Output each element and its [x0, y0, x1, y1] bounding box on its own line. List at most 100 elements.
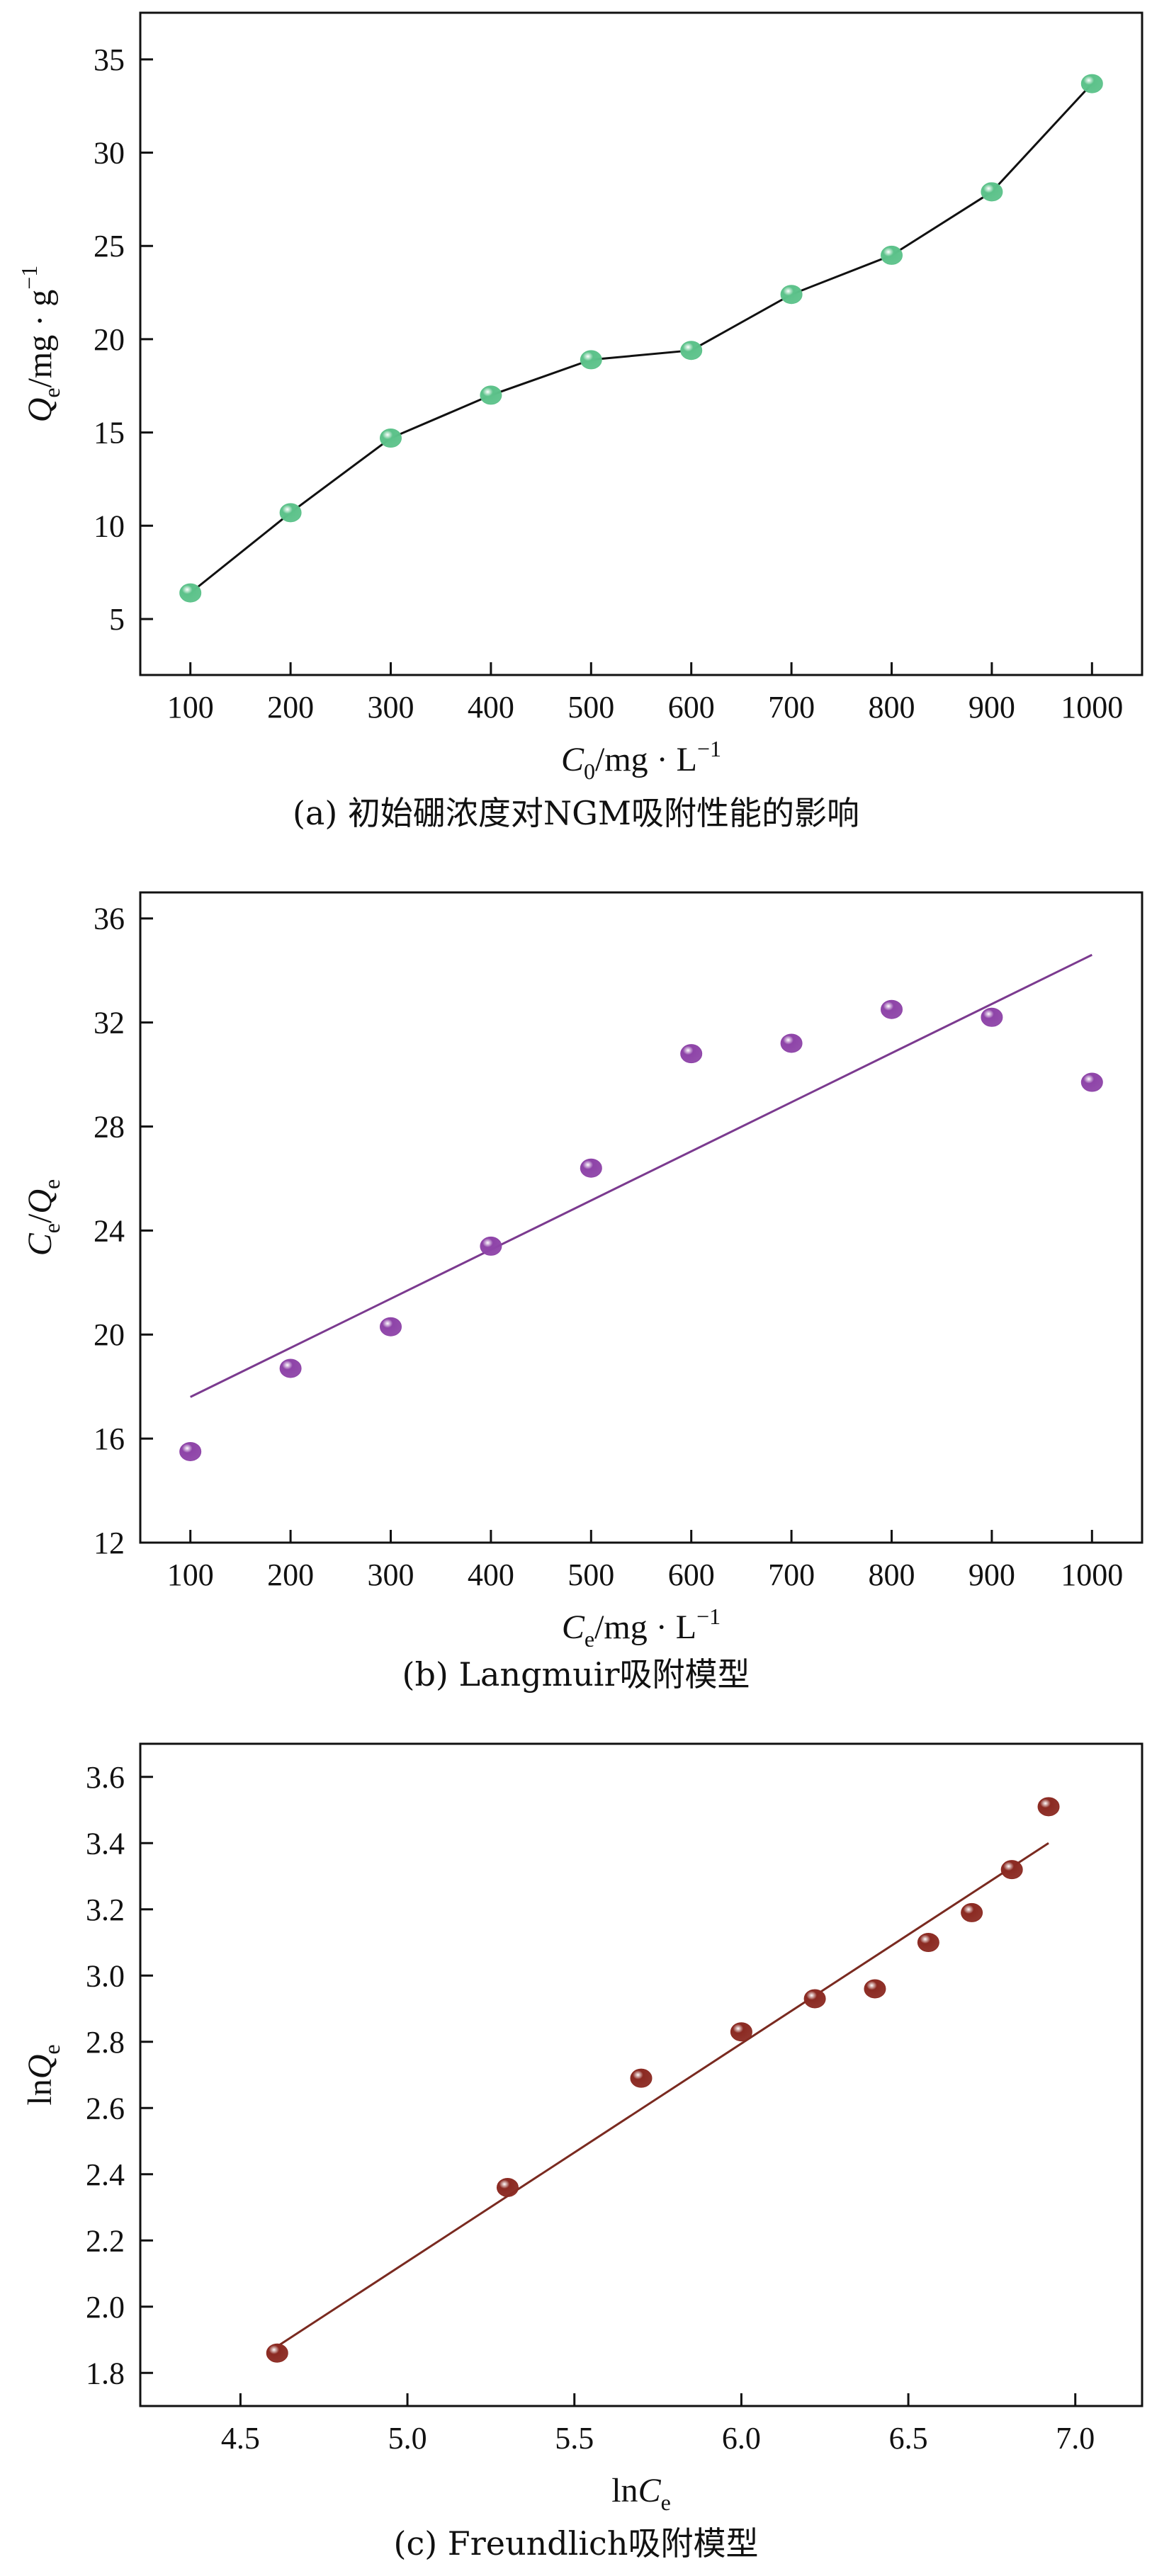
plot-frame — [139, 891, 1143, 1544]
chart-panel-a: 100 200 300 400 500 600 700 800 900 1000 5 10 15 20 25… — [0, 0, 1152, 864]
x-tick-label: 700 — [768, 690, 815, 725]
y-tick-label: 28 — [94, 1109, 125, 1144]
data-point — [730, 2022, 752, 2042]
data-point — [680, 1044, 703, 1064]
y-axis-title: Ce/Qe — [21, 1179, 64, 1256]
x-tick-label: 900 — [969, 1557, 1015, 1592]
y-tick-label: 15 — [94, 416, 125, 450]
y-tick-label: 2.6 — [86, 2091, 125, 2126]
data-point — [1080, 74, 1103, 93]
x-tick-label: 6.0 — [722, 2421, 761, 2456]
x-tick-label: 500 — [567, 690, 614, 725]
y-axis-title: Qe/mg · g−1 — [16, 266, 64, 423]
data-point — [961, 1902, 983, 1922]
plot-frame — [139, 11, 1143, 676]
x-tick-label: 100 — [167, 690, 214, 725]
x-tick-label: 200 — [267, 1557, 314, 1592]
chart-c-svg: 4.5 5.0 5.5 6.0 6.5 7.0 1.8 2.0 2.2 2.4 2.6 2.8 3.0 3… — [21, 1742, 1143, 2514]
data-point — [179, 1441, 202, 1461]
data-point — [380, 429, 402, 448]
chart-b-svg: 100 200 300 400 500 600 700 800 900 1000 12 16 20 24 2… — [21, 891, 1143, 1647]
data-point — [630, 2068, 653, 2088]
chart-a-svg: 100 200 300 400 500 600 700 800 900 1000 5 10 15 20 25… — [16, 11, 1143, 784]
chart-a-caption: (a) 初始硼浓度对NGM吸附性能的影响 — [292, 794, 860, 832]
x-tick-label: 4.5 — [221, 2421, 260, 2456]
y-tick-label: 32 — [94, 1006, 125, 1040]
data-point — [279, 503, 302, 523]
x-tick-label: 800 — [869, 1557, 915, 1592]
data-point — [680, 341, 703, 361]
x-tick-label: 400 — [468, 690, 514, 725]
fit-line — [276, 1842, 1049, 2348]
x-tick-label: 800 — [869, 690, 915, 725]
y-tick-label: 2.2 — [86, 2223, 125, 2258]
data-point — [1000, 1860, 1023, 1880]
data-point — [981, 182, 1003, 202]
data-point — [1037, 1797, 1060, 1817]
x-tick-label: 7.0 — [1056, 2421, 1095, 2456]
y-tick-label: 2.8 — [86, 2025, 125, 2060]
data-point — [917, 1933, 939, 1952]
data-point — [881, 245, 903, 265]
chart-c-caption: (c) Freundlich吸附模型 — [393, 2524, 759, 2563]
x-tick-label: 600 — [668, 1557, 715, 1592]
y-tick-label: 20 — [94, 1317, 125, 1352]
data-point — [780, 285, 803, 305]
y-tick-label: 3.6 — [86, 1760, 125, 1795]
data-point — [279, 1358, 302, 1378]
x-axis-title: C0/mg · L−1 — [561, 736, 721, 784]
y-tick-label: 1.8 — [86, 2356, 125, 2390]
y-tick-label: 36 — [94, 902, 125, 936]
y-tick-label: 3.2 — [86, 1893, 125, 1927]
y-tick-label: 30 — [94, 136, 125, 171]
x-tick-label: 1000 — [1061, 690, 1123, 725]
y-axis-title: lnQe — [21, 2044, 64, 2105]
x-tick-label: 600 — [668, 690, 715, 725]
y-tick-label: 25 — [94, 229, 125, 263]
y-tick-label: 3.0 — [86, 1958, 125, 1993]
data-point — [480, 1236, 502, 1256]
fit-line — [190, 953, 1092, 1398]
y-tick-label: 5 — [109, 602, 125, 637]
data-point — [780, 1033, 803, 1053]
x-tick-label: 5.0 — [388, 2421, 427, 2456]
data-point — [266, 2343, 288, 2363]
y-tick-label: 20 — [94, 322, 125, 357]
data-point — [864, 1979, 886, 1999]
data-point — [981, 1007, 1003, 1027]
chart-b-caption: (b) Langmuir吸附模型 — [402, 1655, 750, 1693]
chart-panel-c: 4.5 5.0 5.5 6.0 6.5 7.0 1.8 2.0 2.2 2.4 2.6 2.8 3.0 3… — [0, 1725, 1152, 2576]
data-point — [881, 999, 903, 1019]
series-line — [189, 83, 1093, 594]
x-tick-label: 700 — [768, 1557, 815, 1592]
x-tick-label: 100 — [167, 1557, 214, 1592]
y-tick-label: 10 — [94, 509, 125, 543]
x-tick-label: 1000 — [1061, 1557, 1123, 1592]
x-tick-label: 5.5 — [555, 2421, 594, 2456]
x-axis-title: Ce/mg · L−1 — [562, 1604, 721, 1647]
x-tick-label: 6.5 — [889, 2421, 928, 2456]
data-point — [496, 2177, 519, 2197]
y-tick-label: 3.4 — [86, 1826, 125, 1861]
x-tick-label: 300 — [368, 1557, 414, 1592]
x-tick-label: 300 — [368, 690, 414, 725]
data-point — [179, 583, 202, 603]
data-point — [1080, 1072, 1103, 1092]
chart-panel-b: 100 200 300 400 500 600 700 800 900 1000 12 16 20 24 2… — [0, 864, 1152, 1725]
data-point — [480, 385, 502, 405]
y-tick-label: 16 — [94, 1422, 125, 1456]
x-tick-label: 900 — [969, 690, 1015, 725]
data-point — [580, 350, 602, 370]
y-tick-label: 2.0 — [86, 2290, 125, 2325]
y-tick-label: 35 — [94, 42, 125, 77]
y-tick-label: 12 — [94, 1526, 125, 1560]
x-tick-label: 200 — [267, 690, 314, 725]
data-point — [380, 1317, 402, 1337]
y-tick-label: 2.4 — [86, 2157, 125, 2192]
plot-frame — [139, 1742, 1143, 2407]
x-tick-label: 500 — [567, 1557, 614, 1592]
x-axis-title: lnCe — [611, 2472, 671, 2514]
data-point — [803, 1989, 826, 2009]
x-tick-label: 400 — [468, 1557, 514, 1592]
y-tick-label: 24 — [94, 1213, 125, 1248]
